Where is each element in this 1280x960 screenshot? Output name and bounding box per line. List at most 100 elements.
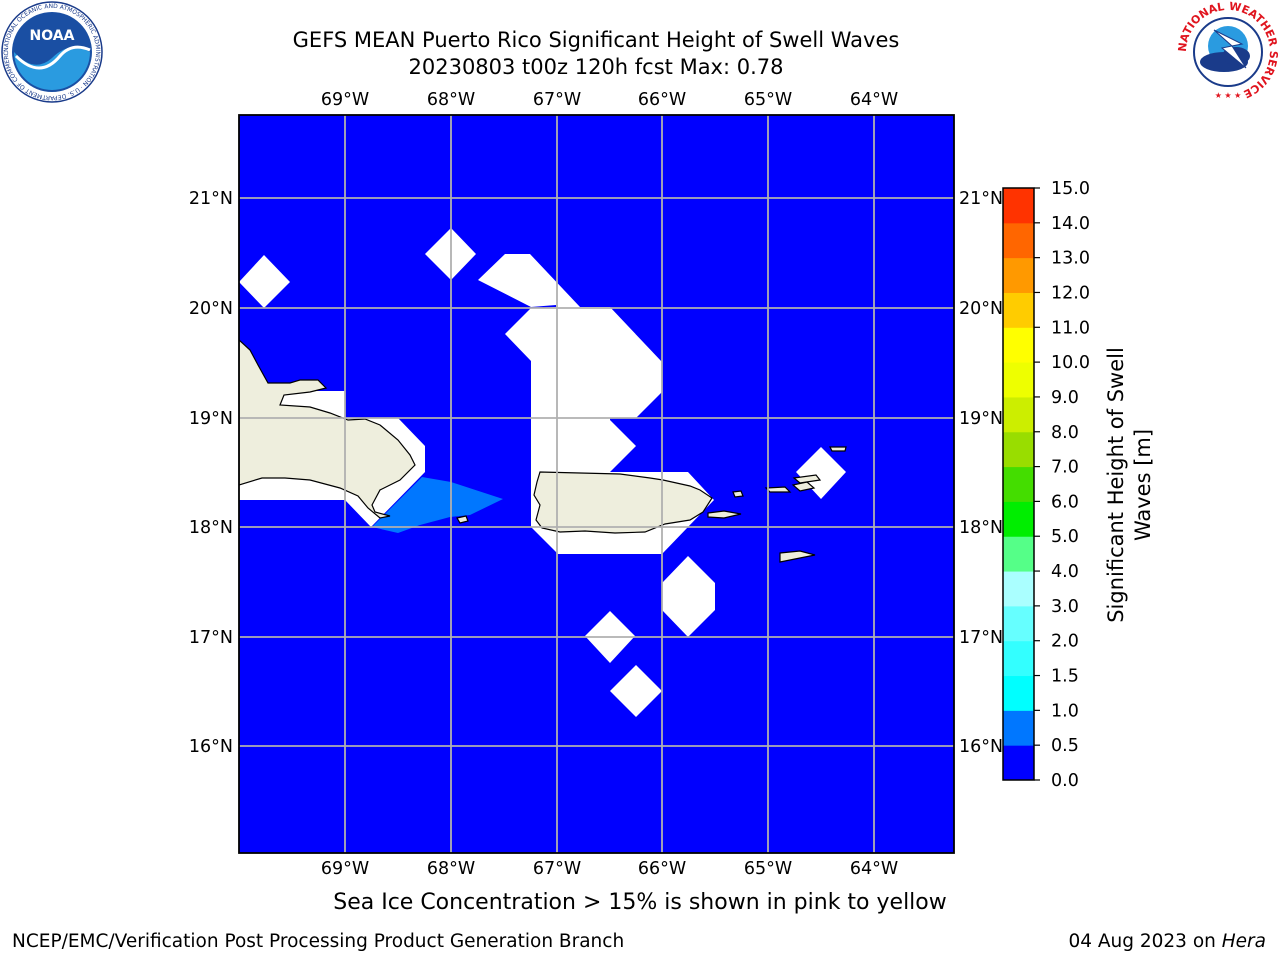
svg-text:★ ★ ★: ★ ★ ★ [1215,91,1242,100]
colorbar-bin [1003,396,1034,433]
no-data-cell [610,665,662,717]
colorbar-bin [1003,292,1034,328]
noaa-logo-text: NOAA [30,28,75,44]
puerto-rico-land [533,471,713,534]
colorbar-bin [1003,188,1034,224]
colorbar-tick-label: 10.0 [1051,353,1090,373]
map-frame [238,114,955,854]
map-subtitle: 20230803 t00z 120h fcst Max: 0.78 [408,55,784,79]
lat-label-right: 16°N [959,737,1003,757]
hispaniola-land [239,339,416,519]
no-data-regions [239,228,846,717]
lat-gridlines [239,197,954,747]
colorbar-tick-label: 7.0 [1051,458,1079,478]
colorbar-bin [1003,745,1034,781]
no-data-cell [239,255,290,308]
lon-label-bottom: 68°W [427,859,475,879]
colorbar-tick-label: 11.0 [1051,318,1090,338]
no-data-cell [662,556,715,637]
lat-label-left: 20°N [189,299,233,319]
colorbar-bin [1003,571,1034,607]
map-title: GEFS MEAN Puerto Rico Significant Height… [292,28,900,52]
lon-label-top: 68°W [427,90,475,110]
lat-label-right: 20°N [959,299,1003,319]
colorbar-bin [1003,327,1034,363]
colorbar-bin [1003,605,1034,642]
lon-label-bottom: 65°W [744,859,792,879]
colorbar-tick-label: 1.5 [1051,667,1079,687]
colorbar-tick-label: 0.0 [1051,771,1079,791]
colorbar-tick-label: 6.0 [1051,492,1079,512]
colorbar-bin [1003,501,1034,537]
colorbar-bin [1003,222,1034,259]
lat-label-right: 21°N [959,189,1003,209]
colorbar-label-line1: Significant Height of Swell [1104,347,1128,623]
no-data-cell [425,228,476,280]
vieques-island [707,510,742,519]
colorbar-bin [1003,675,1034,711]
colorbar-tick-label: 12.0 [1051,283,1090,303]
lat-label-right: 17°N [959,628,1003,648]
noaa-logo: NOAA NATIONAL OCEANIC AND ATMOSPHERIC AD… [0,0,103,103]
colorbar-label-line2: Waves [m] [1131,429,1155,541]
mona-island [456,515,469,524]
colorbar-tick-label: 2.0 [1051,632,1079,652]
swell-patch-0.5-1.0 [372,477,503,533]
no-data-cell [239,391,425,527]
lat-label-left: 21°N [189,189,233,209]
tortola-island [792,474,822,484]
lon-label-bottom: 66°W [638,859,686,879]
lat-label-right: 19°N [959,409,1003,429]
lat-label-right: 18°N [959,518,1003,538]
colorbar-tick-label: 1.0 [1051,701,1079,721]
colorbar-tick-label: 4.0 [1051,562,1079,582]
lon-label-top: 64°W [850,90,898,110]
colorbar: 0.0 0.5 1.0 1.5 2.0 3.0 4.0 5.0 6.0 7.0 8.0 9.0 10.0… [1002,179,1155,791]
colorbar-tick-label: 14.0 [1051,214,1090,234]
footer-date: 04 Aug 2023 on Hera [1068,931,1266,952]
lon-label-top: 65°W [744,90,792,110]
culebra-island [732,490,744,498]
colorbar-tick-label: 15.0 [1051,179,1090,199]
colorbar-frame [1002,187,1035,781]
lon-label-top: 67°W [533,90,581,110]
st-thomas-island [764,486,792,493]
lat-label-left: 18°N [189,518,233,538]
colorbar-tick-label: 0.5 [1051,736,1079,756]
colorbar-bin [1003,536,1034,572]
lon-label-bottom: 69°W [321,859,369,879]
lon-gridlines [344,115,875,853]
lat-label-left: 19°N [189,409,233,429]
colorbar-bin [1003,466,1034,502]
land-areas [239,339,847,563]
st-john-island [791,481,816,492]
nws-logo: NATIONAL WEATHER SERVICE ★ ★ ★ [1176,0,1280,102]
colorbar-bin [1003,431,1034,468]
colorbar-bin [1003,257,1034,293]
no-data-cell [478,254,714,554]
lat-label-left: 17°N [189,628,233,648]
lon-label-bottom: 64°W [850,859,898,879]
lon-label-bottom: 67°W [533,859,581,879]
lon-label-top: 69°W [321,90,369,110]
no-data-cell [796,447,846,499]
ocean-area [239,115,954,853]
anegada-island [829,446,847,452]
colorbar-tick-label: 5.0 [1051,527,1079,547]
sea-ice-note: Sea Ice Concentration > 15% is shown in … [333,890,947,915]
colorbar-tick-label: 3.0 [1051,597,1079,617]
lat-label-left: 16°N [189,737,233,757]
colorbar-bin [1003,710,1034,746]
colorbar-bin [1003,640,1034,677]
lon-label-top: 66°W [638,90,686,110]
colorbar-tick-label: 13.0 [1051,249,1090,269]
no-data-cell [585,611,635,663]
footer-host: Hera [1221,931,1266,952]
footer-branch: NCEP/EMC/Verification Post Processing Pr… [12,931,625,952]
footer-date-text: 04 Aug 2023 on [1068,931,1222,952]
colorbar-tick-label: 9.0 [1051,388,1079,408]
colorbar-tick-label: 8.0 [1051,423,1079,443]
colorbar-bin [1003,362,1034,398]
st-croix-island [779,550,816,563]
